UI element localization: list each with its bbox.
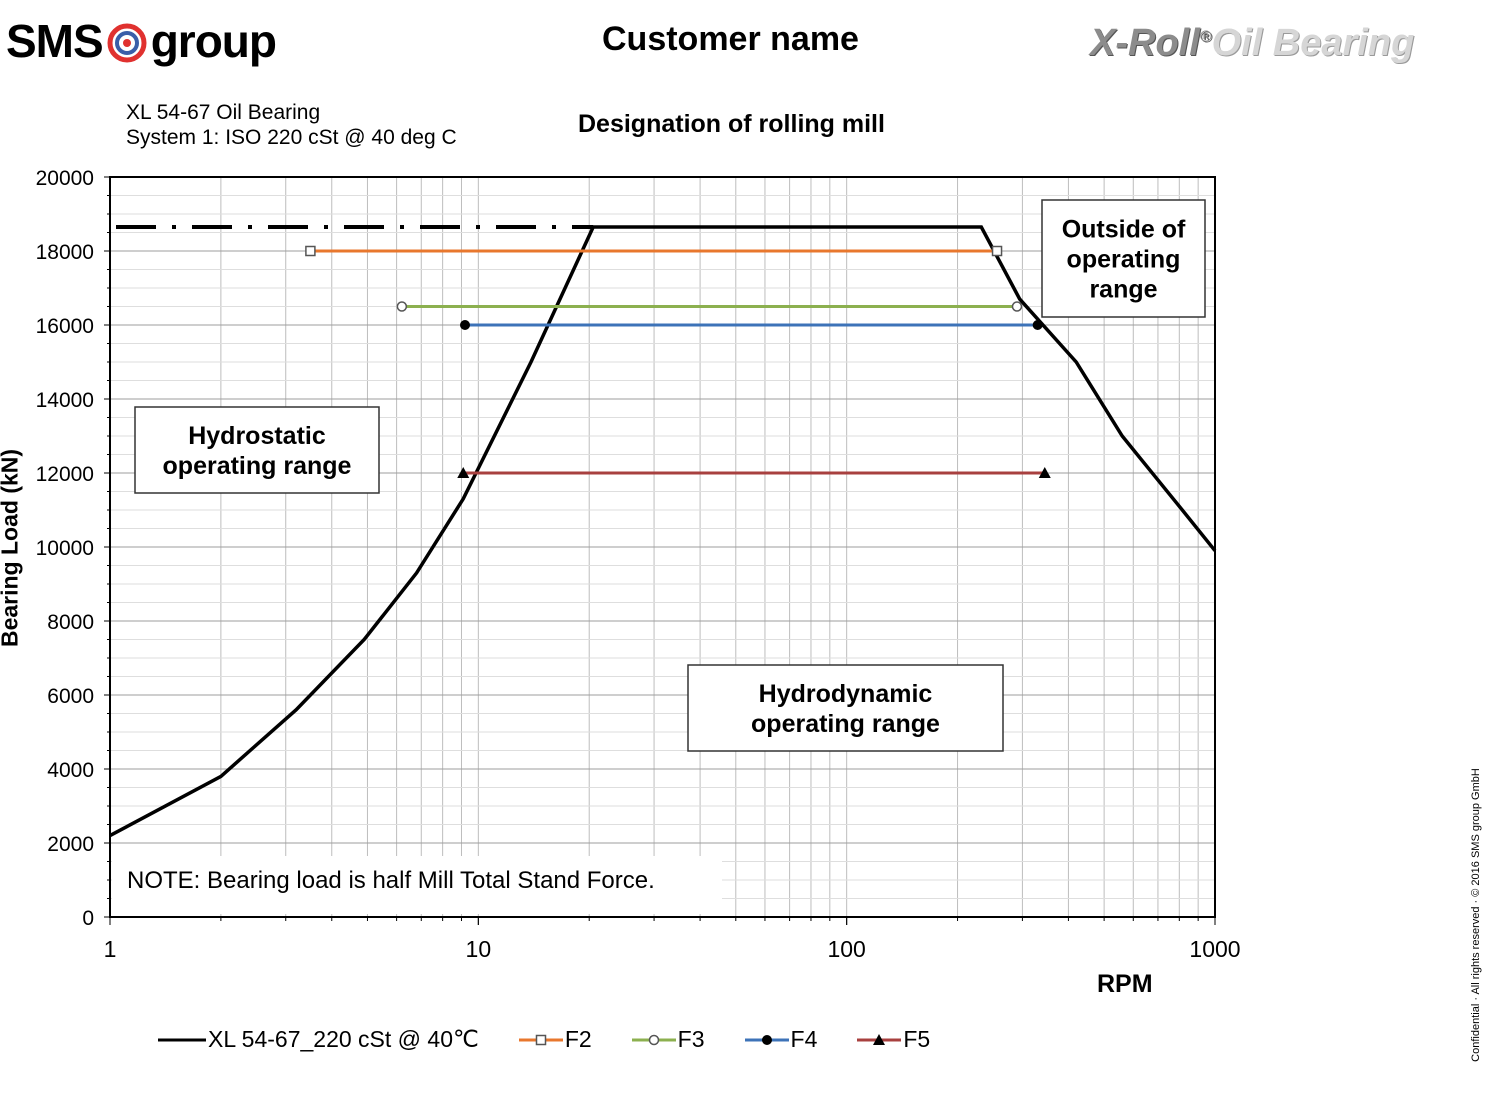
copyright-notice: Confidential · All rights reserved · © 2… <box>1470 768 1482 1062</box>
note-background <box>112 856 722 914</box>
logo-text-sms: SMS <box>6 15 104 67</box>
marker-f4 <box>1032 320 1043 330</box>
x-tick-label: 1 <box>104 936 117 962</box>
chart-legend: XL 54-67_220 cSt @ 40℃ F2 F3 F4 F5 <box>158 1026 970 1053</box>
hydrodynamic-range-box <box>687 664 1004 752</box>
outside-range-text: Outside of <box>1062 216 1186 244</box>
legend-label: F3 <box>677 1026 705 1052</box>
legend-item-curve: XL 54-67_220 cSt @ 40℃ <box>158 1026 479 1053</box>
x-tick-label: 1000 <box>1189 936 1240 962</box>
outside-range-box <box>1041 199 1206 318</box>
y-tick-label: 18000 <box>36 241 94 264</box>
chart-note: NOTE: Bearing load is half Mill Total St… <box>127 867 655 894</box>
legend-swatch <box>631 1034 676 1045</box>
marker-f5 <box>457 467 470 478</box>
marker-f4 <box>459 320 470 330</box>
hydrostatic-range-text: operating range <box>163 452 352 480</box>
y-axis-label: Bearing Load (kN) <box>0 448 23 648</box>
y-tick-label: 8000 <box>47 611 94 634</box>
y-tick-label: 20000 <box>36 167 94 190</box>
y-tick-label: 14000 <box>36 389 94 412</box>
hydrostatic-range-text: Hydrostatic <box>188 422 326 450</box>
marker-f3 <box>1011 301 1023 312</box>
legend-swatch <box>857 1033 902 1045</box>
legend-marker <box>648 1034 659 1045</box>
legend-item-f2: F2 <box>518 1026 592 1053</box>
bearing-line-1: XL 54-67 Oil Bearing <box>126 101 321 124</box>
legend-swatch <box>518 1034 563 1045</box>
hydrodynamic-range-text: Hydrodynamic <box>759 680 933 708</box>
logo-text-group: group <box>150 15 277 67</box>
sms-group-logo: SMS group <box>6 14 277 68</box>
legend-item-f4: F4 <box>744 1026 818 1053</box>
x-tick-label: 100 <box>827 936 865 962</box>
marker-f5 <box>1038 467 1051 478</box>
bearing-designation: XL 54-67 Oil Bearing System 1: ISO 220 c… <box>126 100 457 150</box>
hydrodynamic-range-text: operating range <box>751 710 940 738</box>
y-tick-label: 4000 <box>47 759 94 782</box>
legend-item-f5: F5 <box>857 1026 930 1053</box>
plot-area-border <box>109 176 1216 918</box>
bearing-capacity-curve <box>109 225 1217 838</box>
legend-label: F4 <box>790 1026 818 1052</box>
y-tick-label: 2000 <box>47 833 94 856</box>
outside-range-text: operating <box>1067 246 1181 274</box>
legend-marker <box>535 1034 547 1045</box>
legend-marker <box>873 1033 886 1045</box>
mill-title: Designation of rolling mill <box>578 110 885 138</box>
y-tick-label: 12000 <box>36 463 94 486</box>
y-tick-label: 0 <box>82 907 94 930</box>
sms-ring-icon <box>107 23 147 63</box>
hydrostatic-range-box <box>134 406 380 494</box>
y-tick-label: 6000 <box>47 685 94 708</box>
legend-label: F2 <box>564 1026 592 1052</box>
xroll-oil-bearing-logo: X-Roll®Oil Bearing <box>1090 22 1415 64</box>
y-tick-label: 16000 <box>36 315 94 338</box>
outside-range-text: range <box>1089 276 1157 304</box>
legend-swatch <box>744 1034 789 1045</box>
x-axis-label: RPM <box>1097 970 1153 998</box>
legend-label: XL 54-67_220 cSt @ 40℃ <box>208 1026 479 1052</box>
y-tick-label: 10000 <box>36 537 94 560</box>
legend-marker <box>761 1034 772 1045</box>
legend-swatch <box>158 1038 206 1041</box>
bearing-line-2: System 1: ISO 220 cSt @ 40 deg C <box>126 126 457 149</box>
legend-item-f3: F3 <box>631 1026 705 1053</box>
legend-label: F5 <box>903 1026 931 1052</box>
marker-f2 <box>305 245 316 257</box>
customer-name: Customer name <box>602 20 859 58</box>
marker-f3 <box>396 301 408 312</box>
marker-f2 <box>991 245 1003 257</box>
x-tick-label: 10 <box>466 936 492 962</box>
